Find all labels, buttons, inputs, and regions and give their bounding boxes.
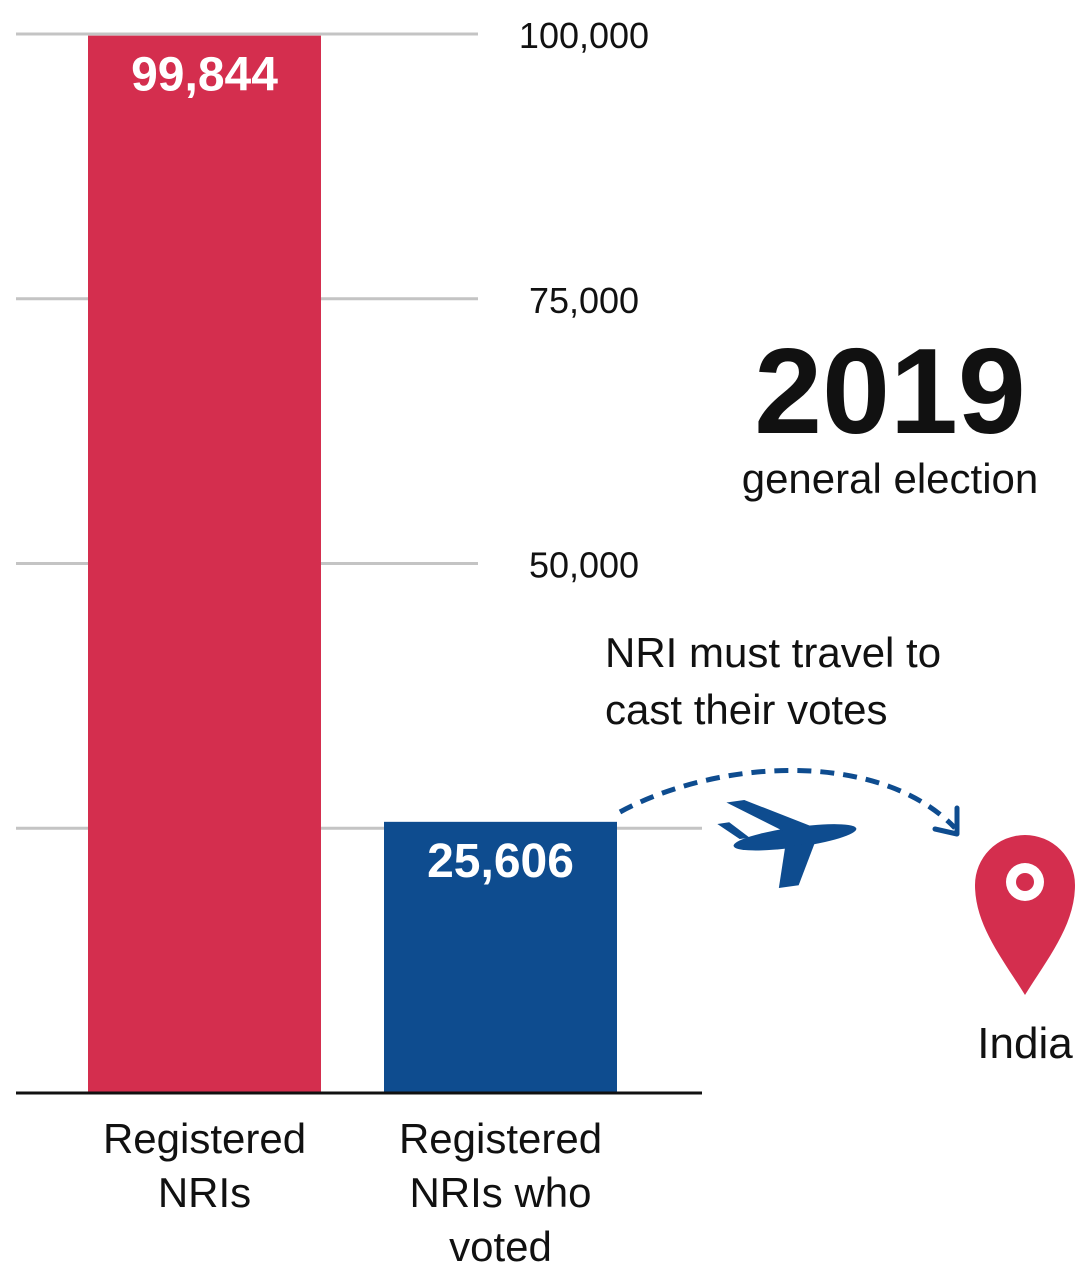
annotation-line-2: cast their votes [605, 686, 887, 733]
y-tick-label: 50,000 [529, 545, 639, 586]
travel-annotation: NRI must travel to cast their votes Indi… [605, 629, 1075, 1068]
category-label: Registered NRIs [103, 1115, 306, 1216]
category-label: Registered NRIs who voted [399, 1115, 602, 1270]
destination-label: India [977, 1019, 1073, 1068]
y-tick-label: 100,000 [519, 15, 649, 56]
location-pin-icon [975, 835, 1075, 995]
bar-value-label: 25,606 [427, 835, 574, 888]
y-tick-label: 75,000 [529, 280, 639, 321]
bars: 99,844 25,606 [88, 35, 617, 1093]
bar-value-label: 99,844 [131, 49, 278, 102]
arrow-head [932, 805, 960, 837]
chart-title: 2019 [754, 323, 1025, 459]
annotation-line-1: NRI must travel to [605, 629, 941, 676]
chart-subtitle: general election [742, 455, 1039, 502]
bar [88, 35, 321, 1093]
travel-arrow [618, 768, 957, 830]
y-tick-labels: 50,000 75,000 100,000 [519, 15, 649, 586]
airplane-icon [717, 799, 857, 889]
x-category-labels: Registered NRIs Registered NRIs who voted [103, 1115, 602, 1270]
bar [384, 821, 617, 1093]
